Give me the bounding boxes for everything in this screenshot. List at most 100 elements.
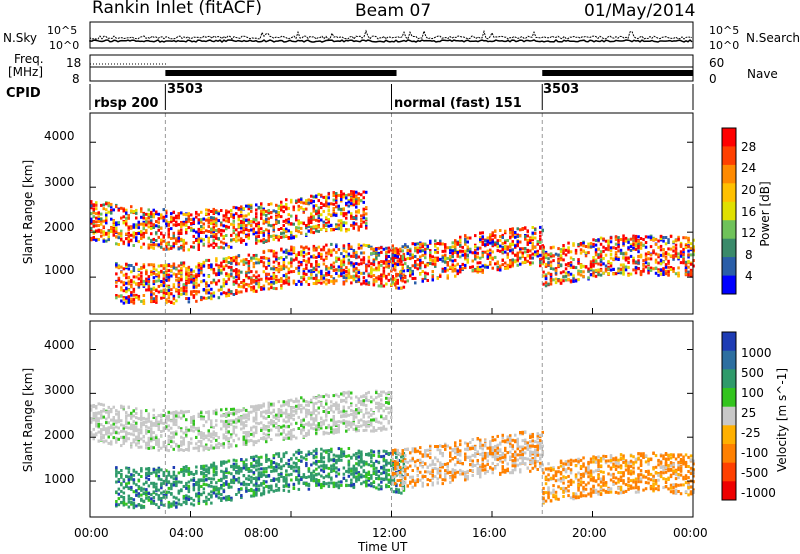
power-cell bbox=[232, 259, 236, 263]
power-cell bbox=[285, 234, 288, 238]
power-cell bbox=[370, 247, 373, 251]
power-cell bbox=[142, 222, 145, 226]
velocity-cell bbox=[140, 411, 143, 415]
power-cell bbox=[287, 252, 291, 256]
velocity-cell bbox=[270, 411, 273, 415]
velocity-cell bbox=[215, 411, 218, 415]
velocity-cell bbox=[95, 414, 98, 418]
power-cell bbox=[152, 215, 155, 219]
power-cell bbox=[160, 242, 163, 246]
power-cell bbox=[662, 267, 665, 271]
velocity-cell bbox=[167, 418, 170, 422]
power-cell bbox=[305, 263, 308, 267]
power-cell bbox=[92, 204, 95, 208]
power-cell bbox=[612, 268, 615, 271]
power-cell bbox=[501, 248, 504, 251]
power-cell bbox=[232, 213, 235, 217]
power-cell bbox=[612, 272, 615, 276]
power-cell bbox=[280, 235, 283, 239]
power-cell bbox=[355, 274, 358, 278]
power-cell bbox=[444, 249, 447, 253]
velocity-cell bbox=[240, 422, 243, 426]
power-cell bbox=[501, 258, 504, 262]
power-cell bbox=[222, 291, 226, 295]
power-cell bbox=[252, 278, 256, 282]
power-cell bbox=[90, 217, 93, 221]
power-cell bbox=[200, 225, 203, 228]
power-cell bbox=[155, 273, 158, 277]
power-cell bbox=[242, 214, 245, 218]
power-cell bbox=[225, 215, 228, 219]
velocity-cell bbox=[107, 428, 110, 432]
power-cell bbox=[115, 223, 118, 227]
power-cell bbox=[476, 255, 479, 259]
power-cell bbox=[404, 243, 407, 247]
power-cell bbox=[382, 284, 386, 288]
power-cell bbox=[277, 267, 281, 271]
power-cell bbox=[649, 237, 653, 241]
velocity-cell bbox=[157, 428, 160, 431]
power-cell bbox=[137, 297, 141, 301]
power-cell bbox=[689, 272, 693, 276]
velocity-cell bbox=[150, 434, 153, 438]
power-cell bbox=[310, 199, 313, 203]
power-cell bbox=[285, 230, 288, 234]
velocity-cell bbox=[92, 437, 95, 441]
velocity-cell bbox=[90, 417, 93, 421]
power-cell bbox=[340, 263, 343, 267]
power-cell bbox=[400, 276, 403, 280]
velocity-cell bbox=[335, 393, 338, 397]
power-cell bbox=[310, 262, 313, 266]
velocity-cell bbox=[170, 426, 173, 430]
power-cell bbox=[275, 216, 278, 220]
velocity-cell bbox=[307, 412, 310, 416]
power-cell bbox=[642, 243, 645, 247]
velocity-cell bbox=[230, 419, 233, 423]
velocity-cell bbox=[142, 435, 145, 439]
power-cell bbox=[302, 210, 305, 214]
power-cell bbox=[679, 250, 683, 254]
power-cell bbox=[335, 245, 338, 249]
power-cell bbox=[235, 206, 238, 210]
power-cell bbox=[436, 247, 439, 251]
velocity-cell bbox=[327, 394, 330, 398]
power-cell bbox=[509, 249, 512, 253]
power-cell bbox=[245, 224, 248, 228]
power-cell bbox=[506, 239, 509, 242]
velocity-cell bbox=[195, 436, 198, 439]
power-cell bbox=[342, 255, 346, 259]
power-cell bbox=[421, 249, 424, 253]
power-cell bbox=[200, 220, 203, 224]
power-cell bbox=[250, 258, 253, 262]
power-cell bbox=[441, 259, 444, 263]
power-cell bbox=[549, 274, 553, 278]
power-cell bbox=[654, 242, 658, 246]
power-cell bbox=[559, 271, 563, 275]
velocity-cell bbox=[197, 445, 200, 448]
power-cell bbox=[574, 251, 578, 255]
power-cell bbox=[210, 222, 213, 225]
power-cell bbox=[165, 273, 168, 277]
velocity-cell bbox=[290, 432, 293, 436]
velocity-cell bbox=[225, 427, 228, 431]
power-cell bbox=[197, 232, 200, 236]
power-cell bbox=[265, 209, 268, 213]
velocity-cell bbox=[175, 442, 178, 446]
power-cell bbox=[617, 269, 620, 273]
velocity-cell bbox=[100, 416, 103, 420]
power-cell bbox=[414, 246, 417, 250]
velocity-cell bbox=[147, 419, 150, 423]
power-cell bbox=[562, 251, 565, 255]
power-cell bbox=[230, 272, 233, 276]
velocity-cell bbox=[265, 409, 268, 413]
velocity-cell bbox=[135, 425, 138, 429]
power-cell bbox=[342, 282, 346, 286]
velocity-cell bbox=[125, 420, 128, 424]
power-cell bbox=[160, 245, 163, 249]
velocity-cell bbox=[282, 436, 285, 440]
power-cell bbox=[542, 253, 545, 257]
power-cell bbox=[444, 269, 447, 273]
velocity-cell bbox=[207, 417, 210, 421]
power-cell bbox=[511, 227, 514, 231]
power-cell bbox=[347, 271, 351, 275]
